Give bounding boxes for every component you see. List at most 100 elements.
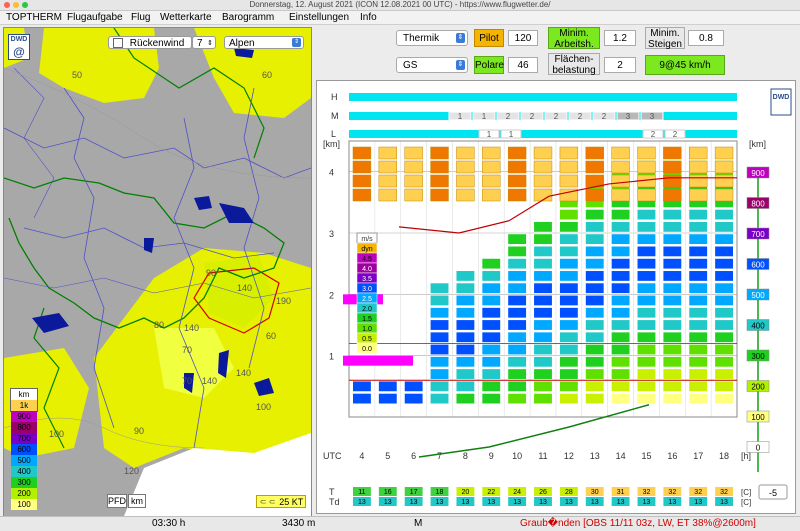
chevron-down-icon[interactable]: ⇕ <box>292 38 301 47</box>
menu-toptherm[interactable]: TOPTHERM <box>6 12 62 23</box>
chart-dwd-logo <box>770 88 792 116</box>
t-value: 30 <box>591 489 599 496</box>
contour-label: 140 <box>184 323 200 333</box>
contour-label: 90 <box>134 426 145 436</box>
td-cell <box>585 497 604 506</box>
speed-result-badge: 9@45 km/h <box>645 55 725 75</box>
wind-value-stepper[interactable]: 7 ⇕ <box>192 36 216 49</box>
mode-select[interactable]: Thermik ⇕ <box>396 30 468 46</box>
cloud-box <box>430 188 449 202</box>
legend-item: 400 <box>11 466 37 477</box>
glider-select[interactable]: GS ⇕ <box>396 57 468 73</box>
chevron-down-icon[interactable]: ⇕ <box>456 60 465 70</box>
hour-tick: 7 <box>437 451 442 461</box>
cloud-box <box>714 188 734 202</box>
stepper-icon[interactable]: ⇕ <box>207 40 213 47</box>
cloud-box <box>430 174 449 188</box>
thermal-cell <box>715 332 733 343</box>
cloud-cell <box>592 111 616 121</box>
thermal-cell <box>689 295 708 306</box>
thermal-cell <box>689 221 708 232</box>
thermal-cell <box>456 295 475 306</box>
flaechen-input[interactable]: 2 <box>604 57 636 73</box>
t-value: 28 <box>565 489 573 496</box>
km-button[interactable]: km <box>128 494 146 508</box>
legend-item: 800 <box>11 422 37 433</box>
thermal-cell <box>534 320 552 330</box>
min-arbeit-input[interactable]: 1.2 <box>604 30 636 46</box>
thermal-cell <box>508 332 527 343</box>
min-steigen-input[interactable]: 0.8 <box>688 30 724 46</box>
menu-wetterkarte[interactable]: Wetterkarte <box>160 12 212 23</box>
region-select[interactable]: Alpen ⇕ <box>224 36 304 49</box>
right-scale-label: 900 <box>751 169 765 178</box>
cloud-box <box>378 174 397 188</box>
weather-map[interactable]: 50 60 90 80 140 140 70 190 60 140 70 100… <box>3 27 312 517</box>
t-value: 32 <box>668 489 676 496</box>
cloud-box <box>507 160 527 174</box>
polare-value-input[interactable]: 46 <box>508 57 538 73</box>
td-value: 13 <box>668 499 676 506</box>
menu-info[interactable]: Info <box>360 12 377 23</box>
thermal-cell <box>663 307 682 318</box>
thermal-cell <box>637 369 656 379</box>
lift-legend-unit: m/s <box>361 236 373 243</box>
td-cell <box>482 497 501 506</box>
thermal-cell <box>482 393 501 404</box>
thermal-cell <box>430 393 449 404</box>
thermal-cell <box>585 332 604 343</box>
cloud-box <box>378 188 397 202</box>
thermal-cell <box>663 332 682 343</box>
status-marker: M <box>414 518 423 529</box>
menu-flugaufgabe[interactable]: Flugaufgabe <box>67 12 123 23</box>
cloud-box <box>559 188 579 202</box>
thermal-cell <box>611 356 630 367</box>
thermal-chart[interactable]: H M L 1 1 2 2 2 2 2 3 3 1 1 2 2 [km] 4 3 2 1 m/s dyn 4.5 4.0 3.5 3… <box>316 80 796 514</box>
lift-legend-swatch <box>356 342 378 354</box>
cloud-cover-bar <box>349 130 737 138</box>
cloud-box <box>689 174 708 188</box>
cloud-box <box>430 160 449 174</box>
thermal-cell <box>689 332 708 343</box>
cloud-box <box>689 188 708 202</box>
thermal-cell <box>663 197 682 208</box>
wind-direction-select[interactable]: Rückenwind <box>108 36 192 49</box>
zoom-window-icon[interactable] <box>22 2 28 8</box>
cloud-box <box>456 188 475 202</box>
legend-items: 1k 900 800 700 600 500 400 300 200 100 <box>11 400 37 510</box>
dwd-logo: DWD @ <box>8 34 30 60</box>
thermal-cell <box>534 234 552 245</box>
thermal-cell <box>559 283 578 294</box>
td-cell <box>456 497 475 506</box>
minimize-window-icon[interactable] <box>13 2 19 8</box>
menu-einstellungen[interactable]: Einstellungen <box>289 12 350 23</box>
chevron-down-icon[interactable]: ⇕ <box>456 33 465 43</box>
t-value: 11 <box>358 489 365 496</box>
pfd-button[interactable]: PFD <box>107 494 127 508</box>
map-canvas[interactable] <box>4 28 311 516</box>
thermal-cell <box>585 234 604 245</box>
legend-item: 200 <box>11 488 37 499</box>
thermal-cell <box>611 258 630 269</box>
td-value: 13 <box>384 499 392 506</box>
thermal-cell <box>559 258 578 269</box>
thermal-cell <box>559 221 578 232</box>
cloud-cell-value: 1 <box>509 130 514 139</box>
td-value: 13 <box>617 499 625 506</box>
thermal-cell <box>637 320 656 330</box>
thermal-cell <box>508 246 527 257</box>
pilot-value-input[interactable]: 120 <box>508 30 538 46</box>
menu-flug[interactable]: Flug <box>131 12 151 23</box>
thermal-cell <box>611 344 630 355</box>
cloud-cell <box>640 111 664 121</box>
legend-item: 1k <box>11 400 37 411</box>
menu-barogramm[interactable]: Barogramm <box>222 12 275 23</box>
thermal-cell <box>508 258 527 269</box>
cloud-box <box>611 160 630 174</box>
close-window-icon[interactable] <box>4 2 10 8</box>
checkbox-icon[interactable] <box>113 38 123 49</box>
thermal-cell <box>482 332 501 343</box>
td-cell <box>611 497 630 506</box>
min-steigen-label: Minim. Steigen <box>645 27 685 50</box>
